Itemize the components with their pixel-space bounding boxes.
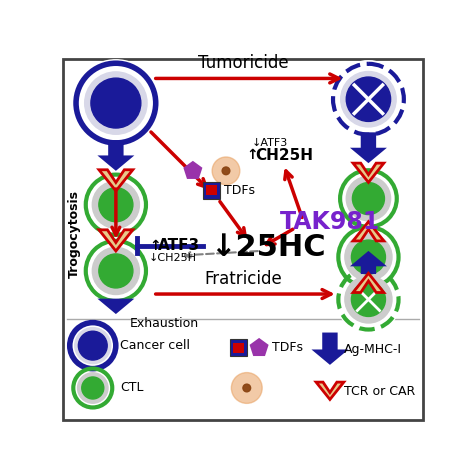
Circle shape [99,188,133,222]
Circle shape [336,267,401,332]
Text: ↓CH25H: ↓CH25H [149,253,197,263]
Bar [233,343,244,353]
Circle shape [352,182,384,215]
Polygon shape [350,132,387,163]
Circle shape [83,172,149,237]
Circle shape [78,373,108,403]
Circle shape [75,328,111,364]
Circle shape [92,247,139,294]
Circle shape [212,157,240,185]
Circle shape [330,61,407,138]
Polygon shape [97,140,134,171]
FancyBboxPatch shape [63,59,423,419]
Circle shape [337,168,399,229]
Circle shape [345,234,392,281]
Circle shape [92,181,139,228]
Polygon shape [316,382,344,400]
Bar [203,182,220,199]
Text: ↓25HC: ↓25HC [210,233,326,262]
Circle shape [231,373,262,403]
Text: Cancer cell: Cancer cell [120,339,191,352]
Text: TAK981: TAK981 [280,210,380,235]
Circle shape [341,72,396,127]
Text: Tumoricide: Tumoricide [198,55,288,72]
Text: ↑: ↑ [149,238,161,253]
Circle shape [82,377,104,399]
Circle shape [346,176,391,221]
Text: Fratricide: Fratricide [204,270,282,288]
Circle shape [351,283,385,317]
Circle shape [73,60,159,146]
Polygon shape [353,163,384,182]
Text: ↑: ↑ [247,148,258,163]
Text: ↓ATF3: ↓ATF3 [251,138,288,148]
Text: CH25H: CH25H [255,148,313,163]
Circle shape [222,167,230,175]
Bar [206,185,217,195]
Circle shape [68,320,118,371]
Circle shape [91,78,141,128]
Text: TDFs: TDFs [224,183,255,197]
Circle shape [78,331,107,360]
Text: Ag-MHC-I: Ag-MHC-I [344,343,402,356]
Circle shape [351,240,385,274]
Text: ATF3: ATF3 [157,238,200,253]
Polygon shape [99,170,133,191]
Bar [230,339,247,356]
Circle shape [243,384,251,392]
Circle shape [83,238,149,304]
Polygon shape [97,299,134,314]
Circle shape [345,276,392,323]
Text: Exhaustion: Exhaustion [130,317,199,330]
Text: TCR or CAR: TCR or CAR [344,385,415,398]
Polygon shape [350,251,387,274]
Polygon shape [353,273,384,292]
Text: TDFs: TDFs [272,341,303,355]
Circle shape [336,224,401,290]
Circle shape [346,77,391,121]
Polygon shape [311,333,348,365]
Circle shape [99,254,133,288]
Polygon shape [353,222,384,241]
Polygon shape [99,230,133,251]
Circle shape [85,72,147,134]
Text: CTL: CTL [120,382,144,394]
Text: Trogocytosis: Trogocytosis [68,190,81,278]
Circle shape [72,367,114,409]
